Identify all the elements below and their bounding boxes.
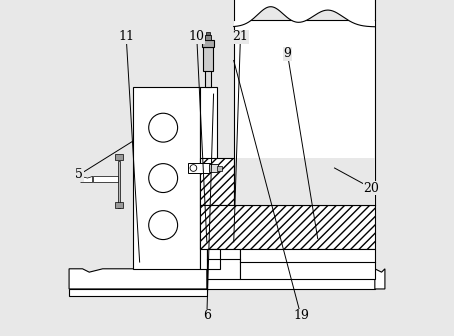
Bar	[200, 158, 234, 205]
Text: 9: 9	[284, 47, 291, 60]
Text: 21: 21	[232, 31, 248, 43]
Bar	[200, 205, 375, 249]
Bar	[234, 20, 375, 205]
Bar	[209, 164, 217, 172]
Bar	[206, 35, 211, 40]
Bar	[200, 87, 217, 269]
Bar	[133, 87, 200, 269]
Polygon shape	[69, 269, 207, 289]
Polygon shape	[81, 176, 93, 182]
Bar	[207, 269, 375, 289]
Bar	[206, 32, 210, 35]
Bar	[234, 158, 375, 205]
Polygon shape	[375, 269, 385, 289]
Bar	[207, 249, 220, 269]
Bar	[115, 202, 123, 208]
Text: 10: 10	[189, 31, 205, 43]
Bar	[217, 166, 222, 171]
Text: 11: 11	[118, 31, 134, 43]
Bar	[205, 47, 211, 87]
Bar	[93, 176, 118, 182]
Bar	[203, 47, 213, 71]
Polygon shape	[234, 0, 375, 27]
Text: 6: 6	[203, 309, 211, 322]
Text: 19: 19	[293, 309, 309, 322]
Circle shape	[149, 211, 178, 240]
Bar	[207, 249, 241, 279]
Text: 20: 20	[364, 182, 380, 195]
Circle shape	[149, 113, 178, 142]
Circle shape	[190, 165, 197, 171]
Text: 5: 5	[75, 168, 83, 181]
Bar	[118, 161, 120, 208]
Bar	[202, 40, 214, 47]
Bar	[241, 249, 375, 279]
Bar	[188, 163, 210, 173]
Circle shape	[149, 164, 178, 193]
Bar	[115, 154, 123, 160]
Bar	[69, 289, 207, 296]
